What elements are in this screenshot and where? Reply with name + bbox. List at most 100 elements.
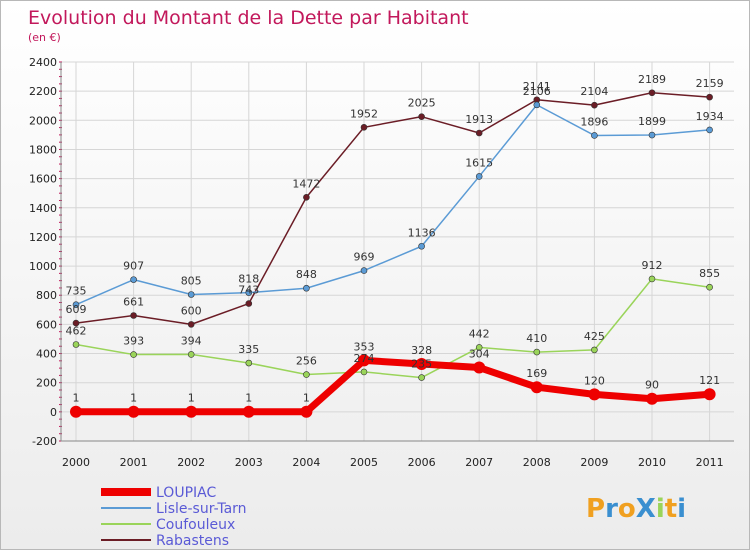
data-point-rabastens <box>706 93 713 101</box>
data-label-rabastens: 743 <box>238 284 259 297</box>
data-point-coufouleux <box>130 351 137 358</box>
data-label-lisle-sur-tarn: 1934 <box>696 110 724 123</box>
series-group <box>70 89 716 418</box>
x-tick-label: 2005 <box>350 456 378 469</box>
data-point-coufouleux <box>245 359 253 367</box>
data-label-coufouleux: 425 <box>584 330 605 343</box>
data-point-rabastens <box>475 129 483 137</box>
data-label-lisle-sur-tarn: 2106 <box>523 85 551 98</box>
data-label-rabastens: 1952 <box>350 107 378 120</box>
data-label-loupiac: 90 <box>645 379 659 392</box>
proxiti-logo: ProXiti <box>586 494 686 524</box>
data-label-rabastens: 609 <box>66 303 87 316</box>
y-tick-label: 800 <box>36 289 57 302</box>
svg-text:ProXiti: ProXiti <box>586 494 686 524</box>
data-label-loupiac: 1 <box>303 392 310 405</box>
data-point-lisle-sur-tarn <box>475 173 483 180</box>
data-label-coufouleux: 256 <box>296 355 317 368</box>
data-point-loupiac <box>358 354 370 367</box>
data-labels: 609 661 600 743 1472 1952 2025 1913 2141 2104 2189… <box>66 73 724 405</box>
x-tick-label: 2007 <box>465 456 493 469</box>
data-point-coufouleux <box>360 368 368 376</box>
data-label-rabastens: 2141 <box>523 80 551 93</box>
data-label-lisle-sur-tarn: 805 <box>181 275 202 288</box>
data-label-rabastens: 2189 <box>638 73 666 86</box>
y-tick-label: 1400 <box>29 202 57 215</box>
series-line-coufouleux <box>75 278 710 379</box>
data-label-lisle-sur-tarn: 848 <box>296 268 317 281</box>
data-point-coufouleux <box>648 275 656 283</box>
y-tick-label: 0 <box>50 406 57 419</box>
y-tick-label: 2000 <box>29 114 57 127</box>
y-tick-label: 1000 <box>29 260 57 273</box>
data-point-rabastens <box>187 321 195 328</box>
data-point-coufouleux <box>533 348 541 356</box>
data-label-rabastens: 2025 <box>408 97 436 110</box>
data-point-coufouleux <box>475 344 483 351</box>
data-label-coufouleux: 855 <box>699 267 720 280</box>
data-label-coufouleux: 393 <box>123 335 144 348</box>
data-label-loupiac: 121 <box>699 374 720 387</box>
legend-label: LOUPIAC <box>156 485 216 501</box>
y-tick-label: 400 <box>36 348 57 361</box>
x-tick-label: 2000 <box>62 456 90 469</box>
data-label-rabastens: 2159 <box>696 77 724 90</box>
data-point-coufouleux <box>72 341 80 348</box>
data-point-loupiac <box>70 405 82 418</box>
data-label-coufouleux: 335 <box>238 343 259 356</box>
data-point-loupiac <box>242 405 255 418</box>
x-tick-label: 2011 <box>696 456 724 469</box>
data-point-rabastens <box>591 101 598 109</box>
data-label-rabastens: 1913 <box>465 113 493 126</box>
legend-label: Lisle-sur-Tarn <box>156 501 247 517</box>
series-line-rabastens <box>75 92 710 326</box>
x-tick-label: 2002 <box>177 456 205 469</box>
x-tick-label: 2001 <box>120 456 148 469</box>
data-label-lisle-sur-tarn: 735 <box>66 285 87 298</box>
data-point-loupiac <box>588 388 601 401</box>
data-label-lisle-sur-tarn: 818 <box>238 273 259 286</box>
x-tick-label: 2010 <box>638 456 666 469</box>
data-label-loupiac: 1 <box>73 392 80 405</box>
chart-title: Evolution du Montant de la Dette par Hab… <box>28 7 469 29</box>
series-line-loupiac <box>76 356 710 416</box>
data-point-rabastens <box>72 319 80 327</box>
data-point-loupiac <box>415 358 428 371</box>
x-tick-label: 2003 <box>235 456 263 469</box>
data-point-rabastens <box>360 124 368 131</box>
x-tick-label: 2006 <box>408 456 436 469</box>
data-label-coufouleux: 410 <box>526 332 547 345</box>
data-point-rabastens <box>245 300 253 307</box>
data-label-coufouleux: 394 <box>181 334 202 347</box>
y-tick-label: 600 <box>36 318 57 331</box>
chart-subtitle: (en €) <box>28 31 61 44</box>
data-label-rabastens: 2104 <box>580 85 608 98</box>
data-label-coufouleux: 274 <box>354 352 375 365</box>
data-point-rabastens <box>303 193 310 201</box>
data-point-loupiac <box>530 381 543 394</box>
x-tick-label: 2009 <box>580 456 608 469</box>
data-point-coufouleux <box>591 346 598 354</box>
y-tick-label: 2200 <box>29 85 57 98</box>
data-point-rabastens <box>418 113 425 120</box>
data-point-lisle-sur-tarn <box>648 131 656 139</box>
data-label-rabastens: 1472 <box>292 177 320 190</box>
data-label-loupiac: 353 <box>354 340 375 353</box>
data-point-coufouleux <box>418 374 425 381</box>
data-label-loupiac: 1 <box>130 392 137 405</box>
y-tick-label: 1800 <box>29 143 57 156</box>
y-tick-label: 1200 <box>29 231 57 244</box>
data-point-lisle-sur-tarn <box>360 267 368 274</box>
y-tick-label: 1600 <box>29 173 57 186</box>
data-label-coufouleux: 235 <box>411 358 432 371</box>
legend-label: Rabastens <box>156 533 229 549</box>
data-point-loupiac <box>646 392 658 405</box>
data-point-loupiac <box>703 388 716 401</box>
legend-label: Coufouleux <box>156 517 235 533</box>
data-label-coufouleux: 462 <box>66 325 87 338</box>
data-point-coufouleux <box>187 351 195 358</box>
data-point-loupiac <box>473 361 486 374</box>
